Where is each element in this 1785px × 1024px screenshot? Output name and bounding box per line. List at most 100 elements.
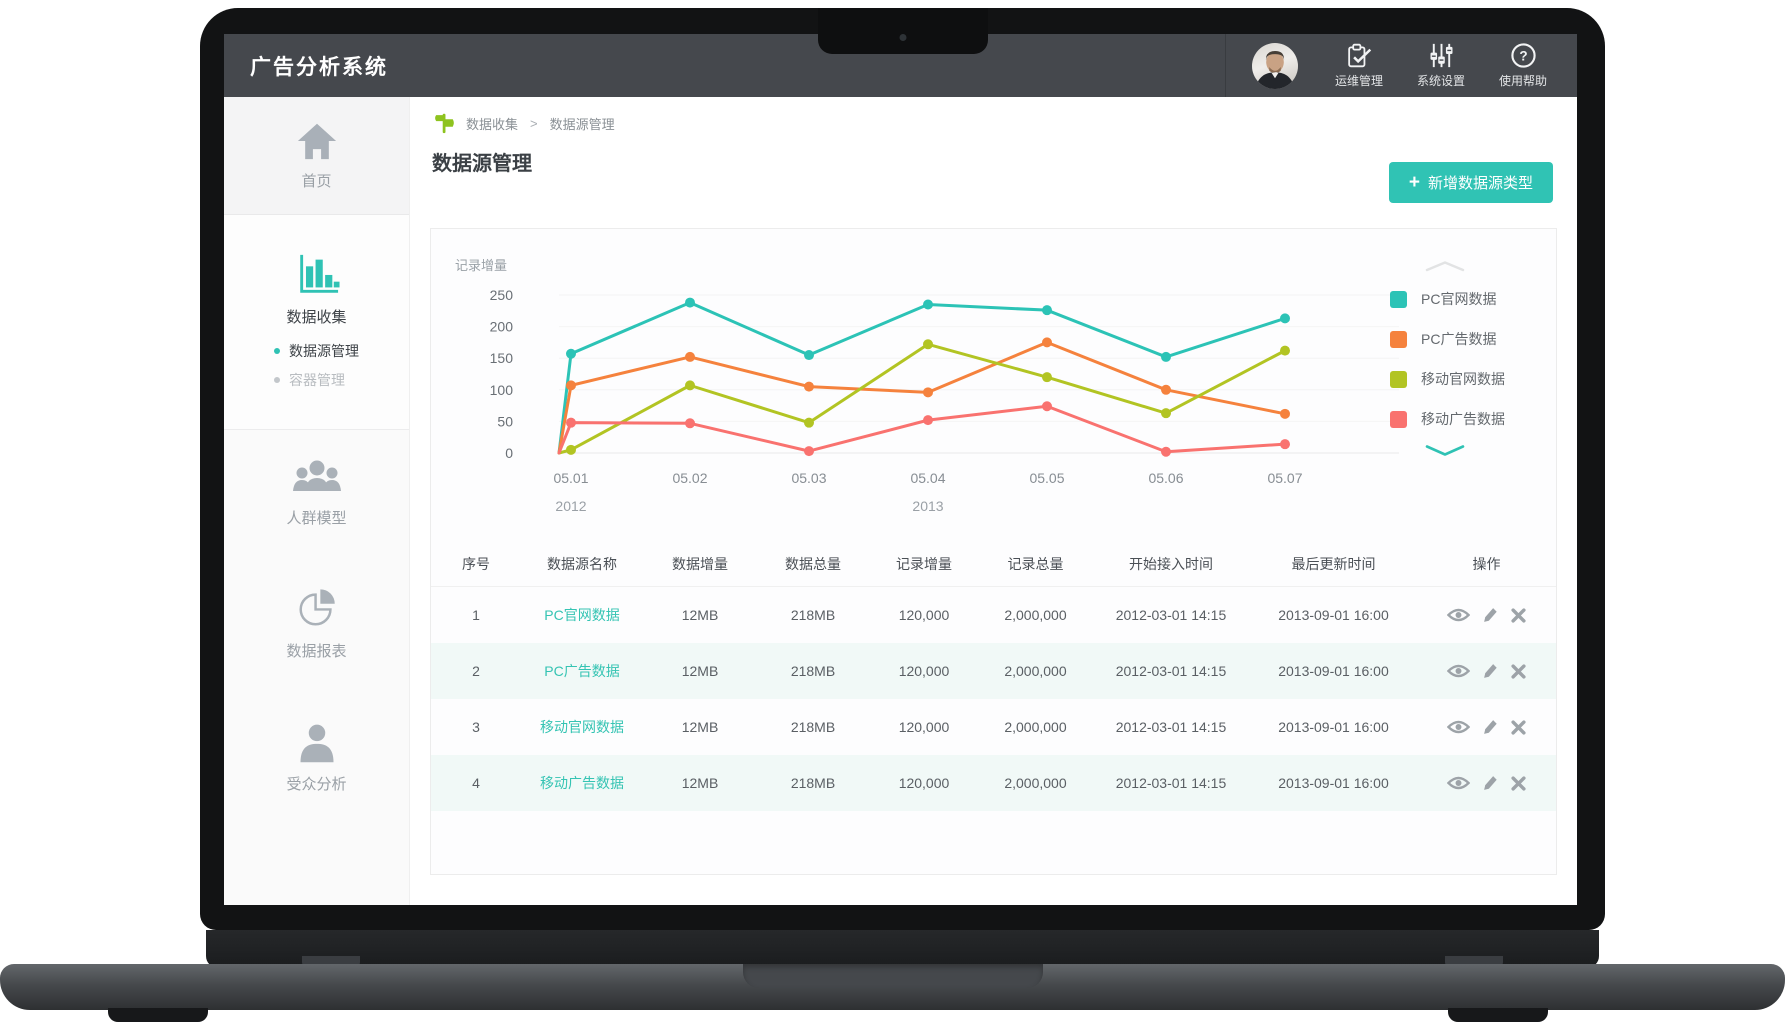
legend-swatch-icon bbox=[1390, 370, 1407, 388]
table-cell: 2,000,000 bbox=[1004, 775, 1067, 791]
webcam-icon bbox=[899, 34, 906, 41]
eye-icon[interactable] bbox=[1447, 664, 1470, 678]
menu-system-settings[interactable]: 系统设置 bbox=[1408, 42, 1474, 89]
table-header-row: 序号 数据源名称 数据增量 数据总量 记录增量 记录总量 开始接入时间 最后更新时间 操作 bbox=[431, 541, 1556, 587]
svg-text:250: 250 bbox=[490, 287, 514, 303]
chart-title: 记录增量 bbox=[455, 258, 508, 273]
svg-text:100: 100 bbox=[490, 382, 514, 398]
sidebar-item-home[interactable]: 首页 bbox=[224, 97, 409, 215]
legend-item[interactable]: 移动广告数据 bbox=[1360, 403, 1530, 435]
svg-text:2012: 2012 bbox=[555, 498, 586, 514]
sliders-icon bbox=[1430, 43, 1452, 68]
column-header: 序号 bbox=[462, 555, 490, 572]
pencil-icon[interactable] bbox=[1483, 607, 1498, 623]
legend-item[interactable]: 移动官网数据 bbox=[1360, 363, 1530, 395]
legend-item[interactable]: PC官网数据 bbox=[1360, 283, 1530, 315]
datasource-name-link[interactable]: 移动广告数据 bbox=[540, 775, 624, 791]
row-actions bbox=[1417, 775, 1556, 791]
home-icon bbox=[297, 123, 336, 159]
pie-chart-icon bbox=[299, 588, 335, 625]
datasource-name-link[interactable]: PC官网数据 bbox=[544, 607, 620, 623]
avatar-portrait bbox=[1254, 50, 1296, 89]
column-header: 数据源名称 bbox=[547, 555, 617, 572]
laptop-foot bbox=[108, 1008, 208, 1022]
svg-text:?: ? bbox=[1519, 48, 1527, 63]
column-header: 记录总量 bbox=[1007, 555, 1064, 572]
table-cell: 2013-09-01 16:00 bbox=[1278, 775, 1389, 791]
sidebar-subitem-datasource[interactable]: 数据源管理 bbox=[274, 341, 359, 361]
sidebar-subitem-label: 容器管理 bbox=[289, 372, 345, 388]
breadcrumb-separator: > bbox=[530, 115, 538, 131]
table-row: 2 PC广告数据 12MB 218MB 120,000 2,000,000 2012-03-… bbox=[431, 643, 1556, 699]
legend-item[interactable]: PC广告数据 bbox=[1360, 323, 1530, 355]
laptop-screen: 广告分析系统 bbox=[200, 8, 1605, 930]
legend-items: PC官网数据 PC广告数据 移动官网数据 移动广告数据 bbox=[1360, 283, 1530, 435]
svg-text:05.06: 05.06 bbox=[1148, 470, 1183, 486]
table-cell: 4 bbox=[472, 775, 480, 791]
column-header: 开始接入时间 bbox=[1129, 555, 1213, 572]
menu-label: 运维管理 bbox=[1334, 74, 1383, 88]
pencil-icon[interactable] bbox=[1483, 719, 1498, 735]
svg-text:150: 150 bbox=[490, 350, 514, 366]
table-cell: 12MB bbox=[681, 607, 719, 623]
table-cell: 3 bbox=[472, 719, 480, 735]
delete-icon[interactable] bbox=[1511, 607, 1526, 623]
svg-text:05.03: 05.03 bbox=[791, 470, 826, 486]
page-title: 数据源管理 bbox=[432, 153, 532, 175]
active-bullet-icon bbox=[274, 348, 280, 354]
eye-icon[interactable] bbox=[1447, 720, 1470, 734]
delete-icon[interactable] bbox=[1511, 775, 1526, 791]
user-avatar[interactable] bbox=[1252, 42, 1298, 89]
eye-icon[interactable] bbox=[1447, 776, 1470, 790]
sidebar: 首页 数据收集 bbox=[224, 97, 410, 905]
breadcrumb-current[interactable]: 数据源管理 bbox=[549, 116, 615, 132]
column-header: 最后更新时间 bbox=[1291, 555, 1376, 572]
table-cell: 120,000 bbox=[898, 663, 950, 679]
table-cell: 2013-09-01 16:00 bbox=[1278, 719, 1389, 735]
legend-swatch-icon bbox=[1390, 410, 1407, 428]
row-actions bbox=[1417, 607, 1556, 623]
table-cell: 2,000,000 bbox=[1004, 663, 1067, 679]
add-datasource-button[interactable]: + 新增数据源类型 bbox=[1388, 162, 1553, 203]
legend-scroll-down-icon[interactable] bbox=[1422, 443, 1468, 458]
table-cell: 120,000 bbox=[898, 719, 950, 735]
breadcrumb-parent[interactable]: 数据收集 bbox=[466, 116, 519, 132]
svg-text:50: 50 bbox=[497, 413, 513, 429]
menu-label: 系统设置 bbox=[1416, 74, 1465, 88]
table-cell: 2012-03-01 14:15 bbox=[1115, 719, 1227, 735]
table-cell: 1 bbox=[472, 607, 480, 623]
plus-icon: + bbox=[1408, 172, 1420, 193]
lid-lift-notch bbox=[742, 964, 1043, 988]
menu-help[interactable]: ? 使用帮助 bbox=[1490, 42, 1556, 89]
datasource-name-link[interactable]: 移动官网数据 bbox=[540, 719, 624, 735]
table-cell: 120,000 bbox=[898, 607, 950, 623]
table-cell: 2012-03-01 14:15 bbox=[1115, 775, 1227, 791]
sidebar-item-data-collect[interactable]: 数据收集 数据源管理 容器管理 bbox=[224, 215, 409, 430]
table-cell: 120,000 bbox=[898, 775, 950, 791]
svg-text:05.07: 05.07 bbox=[1267, 470, 1302, 486]
legend-scroll-up-icon[interactable] bbox=[1422, 259, 1468, 273]
column-header: 记录增量 bbox=[896, 555, 952, 572]
pencil-icon[interactable] bbox=[1483, 663, 1498, 679]
add-button-label: 新增数据源类型 bbox=[1427, 175, 1533, 192]
app-window: 广告分析系统 bbox=[224, 34, 1577, 905]
delete-icon[interactable] bbox=[1511, 663, 1526, 679]
delete-icon[interactable] bbox=[1511, 719, 1526, 735]
sidebar-item-data-report[interactable]: 数据报表 bbox=[224, 555, 409, 690]
sidebar-subnav: 数据源管理 容器管理 bbox=[274, 341, 359, 390]
users-icon bbox=[292, 460, 341, 491]
sidebar-subitem-container[interactable]: 容器管理 bbox=[274, 370, 345, 390]
pencil-icon[interactable] bbox=[1483, 775, 1498, 791]
legend-swatch-icon bbox=[1390, 330, 1407, 348]
table-cell: 2012-03-01 14:15 bbox=[1115, 607, 1227, 623]
main-content: 数据收集 > 数据源管理 数据源管理 + 新增数据源类型 记录增量 0 50 100… bbox=[410, 97, 1577, 905]
datasource-name-link[interactable]: PC广告数据 bbox=[544, 663, 620, 679]
svg-text:05.02: 05.02 bbox=[672, 470, 707, 486]
menu-ops-management[interactable]: 运维管理 bbox=[1326, 42, 1392, 89]
svg-text:05.04: 05.04 bbox=[910, 470, 945, 486]
sidebar-item-audience[interactable]: 受众分析 bbox=[224, 690, 409, 825]
sidebar-item-crowd-model[interactable]: 人群模型 bbox=[224, 430, 409, 555]
eye-icon[interactable] bbox=[1447, 608, 1470, 622]
chart-legend: PC官网数据 PC广告数据 移动官网数据 移动广告数据 bbox=[1360, 259, 1530, 458]
